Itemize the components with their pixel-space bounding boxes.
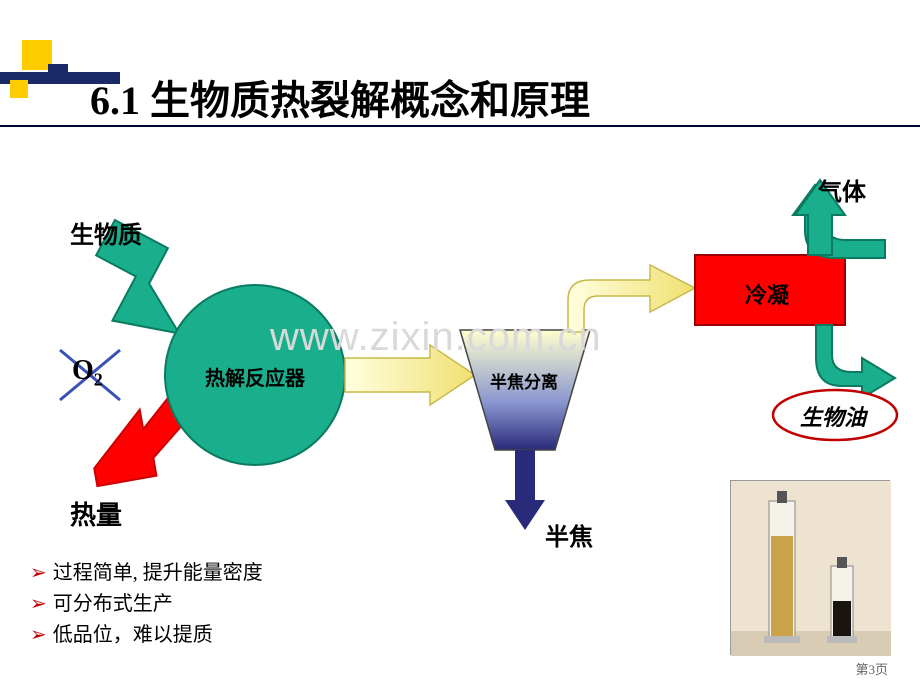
label-biooil: 生物油 (800, 400, 866, 432)
bullet-arrow-icon: ➢ (30, 620, 47, 651)
bullet-list: ➢ 过程简单, 提升能量密度 ➢ 可分布式生产 ➢ 低品位，难以提质 (30, 558, 263, 651)
label-reactor: 热解反应器 (205, 362, 305, 391)
slide-title: 6.1 生物质热裂解概念和原理 (90, 68, 590, 126)
label-gas: 气体 (818, 172, 866, 207)
bullet-text: 过程简单, 提升能量密度 (53, 558, 263, 589)
char-arrow (505, 450, 545, 530)
bullet-text: 可分布式生产 (53, 589, 173, 620)
bullet-arrow-icon: ➢ (30, 589, 47, 620)
label-condenser: 冷凝 (745, 278, 789, 310)
bullet-arrow-icon: ➢ (30, 558, 47, 589)
bullet-item: ➢ 可分布式生产 (30, 589, 263, 620)
bullet-item: ➢ 低品位，难以提质 (30, 620, 263, 651)
bullet-item: ➢ 过程简单, 提升能量密度 (30, 558, 263, 589)
sample-photo (730, 480, 890, 655)
label-char: 半焦 (545, 517, 593, 552)
label-heat: 热量 (70, 495, 122, 532)
o2-subscript: 2 (94, 370, 103, 390)
o2-letter: O (72, 355, 94, 386)
label-o2: O2 (72, 355, 103, 391)
label-separator: 半焦分离 (490, 368, 558, 393)
label-biomass: 生物质 (70, 215, 142, 250)
biooil-arrow (816, 325, 895, 398)
page-number: 第3页 (855, 659, 888, 678)
bullet-text: 低品位，难以提质 (53, 620, 213, 651)
arrow-separator-to-condenser (568, 265, 695, 332)
arrow-reactor-to-separator (345, 345, 475, 405)
